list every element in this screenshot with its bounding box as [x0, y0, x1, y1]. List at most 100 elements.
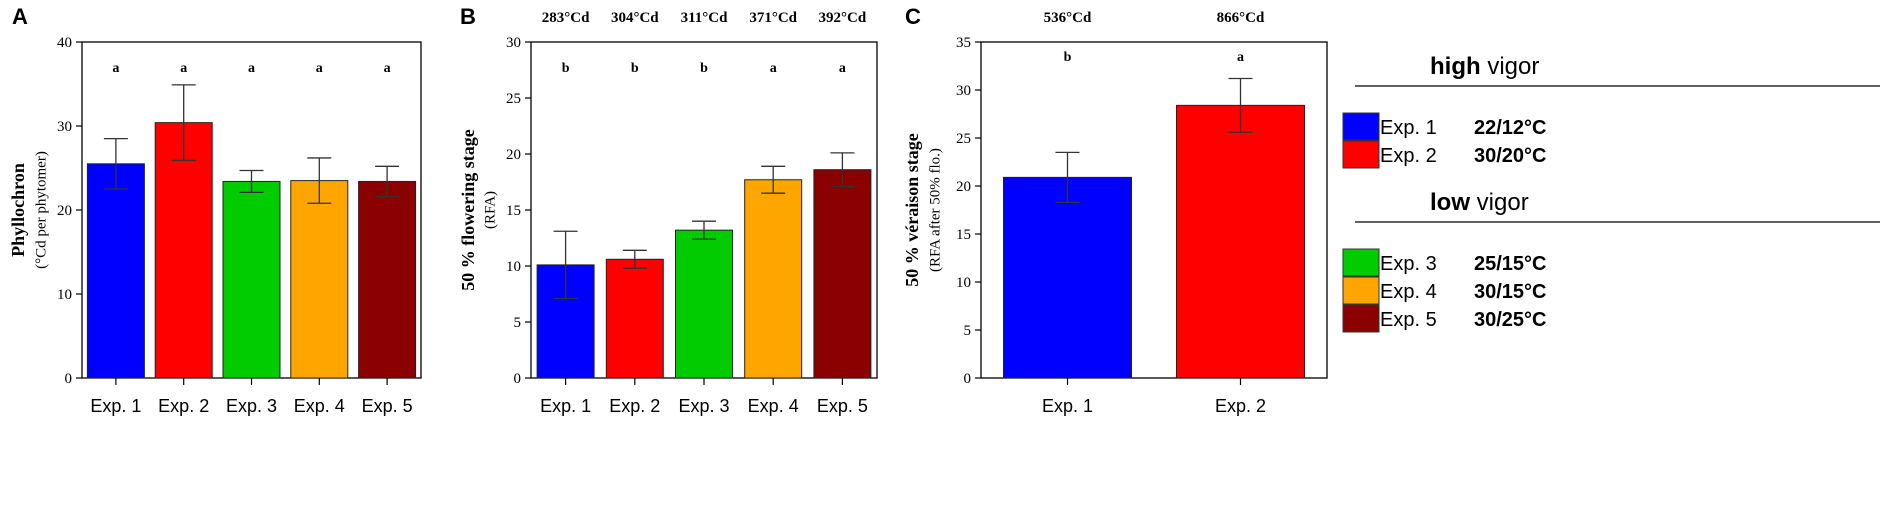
x-tick-label: Exp. 5 — [362, 396, 413, 416]
legend-swatch — [1342, 248, 1380, 277]
significance-label: a — [316, 61, 323, 76]
y-tick-label: 10 — [57, 287, 72, 303]
x-tick-label: Exp. 1 — [90, 396, 141, 416]
degree-day-label: 311°Cd — [681, 10, 729, 26]
panel-letter: C — [905, 4, 921, 29]
legend-temperature: 30/15°C — [1474, 281, 1547, 303]
bar — [605, 258, 664, 379]
significance-label: a — [180, 61, 187, 76]
legend-label: Exp. 5 — [1380, 309, 1437, 331]
significance-label: b — [562, 61, 570, 76]
y-tick-label: 10 — [506, 259, 521, 275]
x-tick-label: Exp. 2 — [1215, 396, 1266, 416]
y-tick-label: 35 — [956, 35, 971, 51]
y-tick-label: 30 — [57, 119, 72, 135]
legend-swatch — [1342, 112, 1380, 141]
y-tick-label: 15 — [506, 203, 521, 219]
legend-item: Exp. 1 22/12°C — [1342, 112, 1547, 141]
bar — [744, 179, 803, 379]
legend-label: Exp. 4 — [1380, 281, 1437, 303]
significance-label: a — [839, 61, 846, 76]
significance-label: b — [1064, 50, 1072, 65]
x-tick-label: Exp. 3 — [226, 396, 277, 416]
significance-label: b — [700, 61, 708, 76]
x-tick-label: Exp. 5 — [817, 396, 868, 416]
legend-heading: low vigor — [1430, 189, 1529, 216]
legend-label: Exp. 2 — [1380, 145, 1437, 167]
x-tick-label: Exp. 4 — [748, 396, 799, 416]
significance-label: a — [384, 61, 391, 76]
y-tick-label: 30 — [956, 83, 971, 99]
y-tick-label: 30 — [506, 35, 521, 51]
x-tick-label: Exp. 2 — [609, 396, 660, 416]
y-tick-label: 5 — [964, 323, 972, 339]
legend-heading: high vigor — [1430, 53, 1539, 80]
y-axis-sublabel: (RFA after 50% flo.) — [927, 148, 943, 272]
y-tick-label: 40 — [57, 35, 72, 51]
bar — [1176, 104, 1305, 379]
bar — [358, 180, 417, 379]
panel-letter: A — [12, 4, 28, 29]
legend-heading-bold: high — [1430, 53, 1481, 80]
bar — [86, 163, 145, 379]
legend-temperature: 30/20°C — [1474, 145, 1547, 167]
y-tick-label: 20 — [57, 203, 72, 219]
degree-day-label: 283°Cd — [542, 10, 590, 26]
legend-swatch — [1342, 276, 1380, 305]
legend-heading-bold: low — [1430, 189, 1470, 216]
legend: high vigor Exp. 1 22/12°C Exp. 2 30/20°C low … — [1342, 53, 1880, 333]
chart-panels: A 0 10 20 30 40 Phyllochron (°Cd per phytomer) E… — [8, 4, 1328, 416]
y-axis-label: 50 % véraison stage — [902, 133, 922, 286]
x-tick-label: Exp. 1 — [540, 396, 591, 416]
legend-item: Exp. 4 30/15°C — [1342, 276, 1547, 305]
y-axis-sublabel: (°Cd per phytomer) — [33, 151, 49, 269]
legend-group: high vigor Exp. 1 22/12°C Exp. 2 30/20°C — [1342, 53, 1880, 169]
legend-heading-rest: vigor — [1470, 189, 1529, 216]
plot-frame — [980, 41, 1328, 379]
legend-item: Exp. 3 25/15°C — [1342, 248, 1547, 277]
significance-label: a — [770, 61, 777, 76]
panel-letter: B — [460, 4, 476, 29]
y-tick-label: 25 — [506, 91, 521, 107]
y-tick-label: 25 — [956, 131, 971, 147]
x-tick-label: Exp. 2 — [158, 396, 209, 416]
legend-swatch — [1342, 140, 1380, 169]
y-axis-label: Phyllochron — [8, 163, 28, 257]
bar — [290, 180, 349, 379]
legend-item: Exp. 2 30/20°C — [1342, 140, 1547, 169]
legend-temperature: 25/15°C — [1474, 253, 1547, 275]
significance-label: a — [1237, 50, 1244, 65]
significance-label: a — [112, 61, 119, 76]
significance-label: a — [248, 61, 255, 76]
panel-a: A 0 10 20 30 40 Phyllochron (°Cd per phytomer) E… — [8, 4, 422, 416]
degree-day-label: 536°Cd — [1044, 10, 1092, 26]
y-tick-label: 0 — [964, 371, 972, 387]
y-axis-sublabel: (RFA) — [482, 191, 498, 229]
panel-c: C 0 5 10 15 20 25 30 35 50 % véraison stage (RFA a… — [902, 4, 1328, 416]
panel-b: B 0 5 10 15 20 25 30 50 % flowering stage (RFA) Ex… — [458, 4, 878, 416]
significance-label: b — [631, 61, 639, 76]
bar — [222, 180, 281, 379]
x-tick-label: Exp. 1 — [1042, 396, 1093, 416]
degree-day-label: 304°Cd — [611, 10, 659, 26]
y-tick-label: 20 — [956, 179, 971, 195]
y-tick-label: 0 — [514, 371, 522, 387]
legend-item: Exp. 5 30/25°C — [1342, 304, 1547, 333]
bar — [154, 122, 213, 379]
legend-label: Exp. 1 — [1380, 117, 1437, 139]
bar — [813, 169, 872, 379]
x-tick-label: Exp. 4 — [294, 396, 345, 416]
legend-swatch — [1342, 304, 1380, 333]
legend-temperature: 22/12°C — [1474, 117, 1547, 139]
x-tick-label: Exp. 3 — [678, 396, 729, 416]
y-tick-label: 20 — [506, 147, 521, 163]
degree-day-label: 866°Cd — [1217, 10, 1265, 26]
bar — [675, 229, 733, 379]
y-axis-label: 50 % flowering stage — [458, 129, 478, 290]
degree-day-label: 392°Cd — [819, 10, 867, 26]
legend-temperature: 30/25°C — [1474, 309, 1547, 331]
degree-day-label: 371°Cd — [749, 10, 797, 26]
y-tick-label: 0 — [65, 371, 73, 387]
